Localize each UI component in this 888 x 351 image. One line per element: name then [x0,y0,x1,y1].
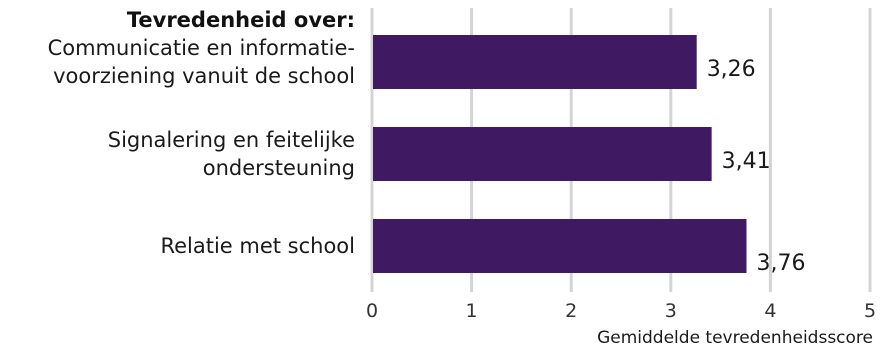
x-tick-label: 4 [764,300,776,322]
value-label: 3,76 [756,251,805,276]
category-label: Signalering en feitelijke [108,128,355,152]
x-axis-label: Gemiddelde tevredenheidsscore [597,328,873,348]
category-label: Communicatie en informatie- [48,36,355,60]
bar [373,127,712,181]
category-labels: Communicatie en informatie-voorziening v… [48,36,355,258]
bar [373,219,747,273]
category-label: voorziening vanuit de school [53,64,355,88]
x-tick-label: 1 [466,300,478,322]
value-label: 3,26 [707,57,756,82]
x-tick-label: 2 [565,300,577,322]
x-tick-label: 5 [864,300,876,322]
x-tick-label: 0 [366,300,378,322]
value-labels: 3,26 3,41 3,76 [707,57,806,276]
value-label: 3,41 [722,149,771,174]
x-tick-labels: 0 1 2 3 4 5 [366,300,876,322]
chart-heading: Tevredenheid over: [127,8,355,32]
x-tick-label: 3 [665,300,677,322]
bar [373,35,697,89]
bars [373,35,747,273]
category-label: ondersteuning [203,156,355,180]
category-label: Relatie met school [160,234,355,258]
